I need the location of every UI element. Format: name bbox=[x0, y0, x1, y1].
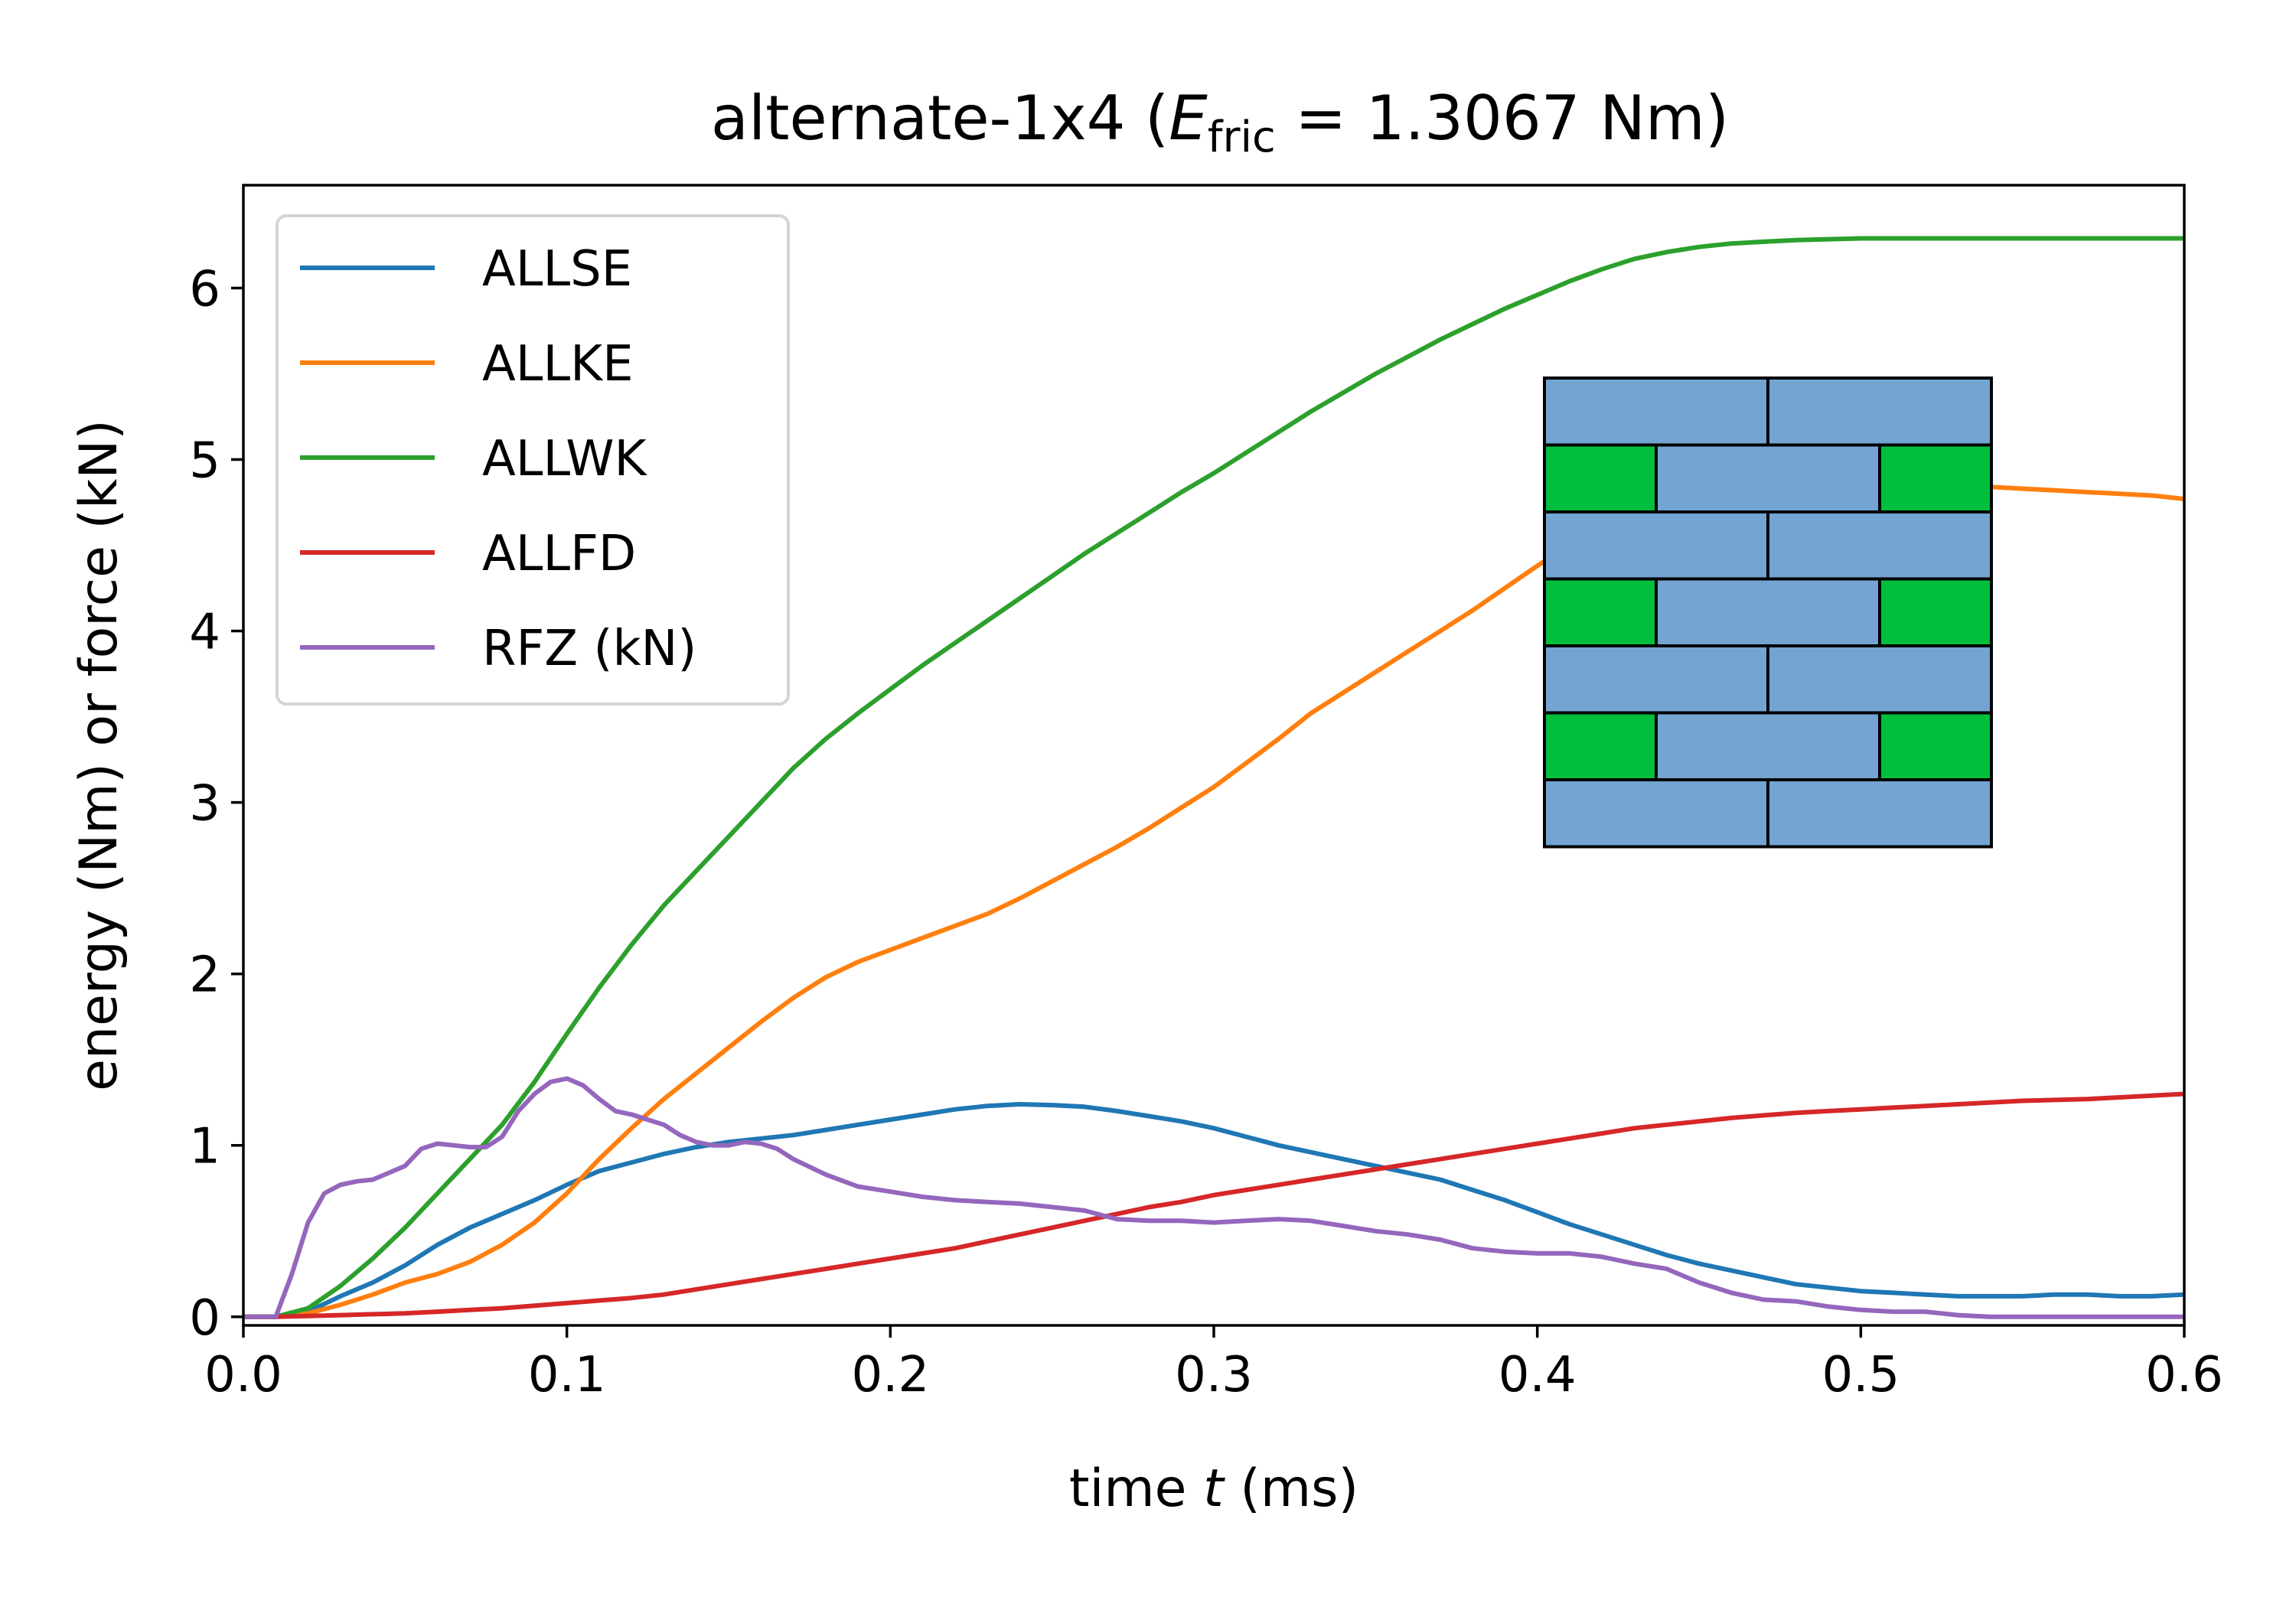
brick-r3-b2 bbox=[1766, 510, 1993, 581]
inset-brick-diagram bbox=[1543, 376, 1993, 849]
brick-r6-b2 bbox=[1655, 711, 1881, 781]
y-tick-label: 4 bbox=[189, 605, 220, 661]
legend-label-allwk: ALLWK bbox=[482, 431, 648, 487]
legend-box bbox=[276, 214, 790, 706]
y-tick-label: 3 bbox=[189, 776, 220, 833]
legend-label-allfd: ALLFD bbox=[482, 526, 636, 582]
brick-r5-b1 bbox=[1543, 644, 1769, 715]
y-tick-label: 2 bbox=[189, 947, 220, 1004]
legend-entries: ALLSE ALLKE ALLWK ALLFD RFZ (kN) bbox=[300, 241, 696, 677]
x-tick-label: 0.4 bbox=[1499, 1347, 1577, 1403]
x-axis-label: time t (ms) bbox=[1069, 1459, 1358, 1519]
x-axis-ticks: 0.0 0.1 0.2 0.3 0.4 0.5 0.6 bbox=[204, 1325, 2223, 1403]
brick-r7-b2 bbox=[1766, 778, 1993, 849]
x-tick-label: 0.1 bbox=[528, 1347, 606, 1403]
x-tick-label: 0.0 bbox=[204, 1347, 282, 1403]
y-axis-ticks: 0 1 2 3 4 5 6 bbox=[189, 261, 243, 1347]
legend: ALLSE ALLKE ALLWK ALLFD RFZ (kN) bbox=[276, 214, 790, 706]
x-axis-label-symbol: t bbox=[1203, 1459, 1225, 1519]
y-tick-label: 0 bbox=[189, 1290, 220, 1347]
highlighted-brick-r2-b1 bbox=[1543, 443, 1658, 513]
x-axis-label-suffix: (ms) bbox=[1224, 1459, 1358, 1519]
chart-title-subscript: fric bbox=[1208, 112, 1276, 162]
y-tick-label: 1 bbox=[189, 1119, 220, 1175]
y-axis-label: energy (Nm) or force (kN) bbox=[69, 419, 129, 1091]
highlighted-brick-r2-b3 bbox=[1878, 443, 1993, 513]
brick-r5-b2 bbox=[1766, 644, 1993, 715]
highlighted-brick-r4-b1 bbox=[1543, 577, 1658, 647]
brick-r1-b2 bbox=[1766, 376, 1993, 447]
brick-r7-b1 bbox=[1543, 778, 1769, 849]
series-line-allwk bbox=[243, 236, 2184, 1319]
brick-r2-b2 bbox=[1655, 443, 1881, 513]
x-tick-label: 0.6 bbox=[2145, 1347, 2223, 1403]
series-line-allse bbox=[243, 1102, 2184, 1319]
brick-r4-b2 bbox=[1655, 577, 1881, 647]
brick-r1-b1 bbox=[1543, 376, 1769, 447]
series-line-allfd bbox=[243, 1091, 2184, 1319]
chart-title-prefix: alternate-1x4 ( bbox=[711, 83, 1169, 154]
legend-label-rfz-kn: RFZ (kN) bbox=[482, 621, 696, 677]
x-axis-label-prefix: time bbox=[1069, 1459, 1203, 1519]
y-tick-label: 5 bbox=[189, 432, 220, 489]
chart-title-symbol: E bbox=[1169, 83, 1208, 154]
chart-title-suffix: = 1.3067 Nm) bbox=[1276, 83, 1729, 154]
highlighted-brick-r6-b1 bbox=[1543, 711, 1658, 781]
highlighted-brick-r4-b3 bbox=[1878, 577, 1993, 647]
legend-label-allke: ALLKE bbox=[482, 336, 634, 393]
y-tick-label: 6 bbox=[189, 261, 220, 318]
legend-label-allse: ALLSE bbox=[482, 241, 632, 298]
chart-title: alternate-1x4 (Efric = 1.3067 Nm) bbox=[711, 83, 1729, 162]
series-line-rfz-kn bbox=[243, 1076, 2184, 1319]
x-tick-label: 0.2 bbox=[851, 1347, 929, 1403]
plot-area: 0.0 0.1 0.2 0.3 0.4 0.5 0.6 0 1 2 3 4 5 6 bbox=[189, 184, 2223, 1403]
x-tick-label: 0.5 bbox=[1821, 1347, 1900, 1403]
x-tick-label: 0.3 bbox=[1175, 1347, 1253, 1403]
brick-r3-b1 bbox=[1543, 510, 1769, 581]
highlighted-brick-r6-b3 bbox=[1878, 711, 1993, 781]
